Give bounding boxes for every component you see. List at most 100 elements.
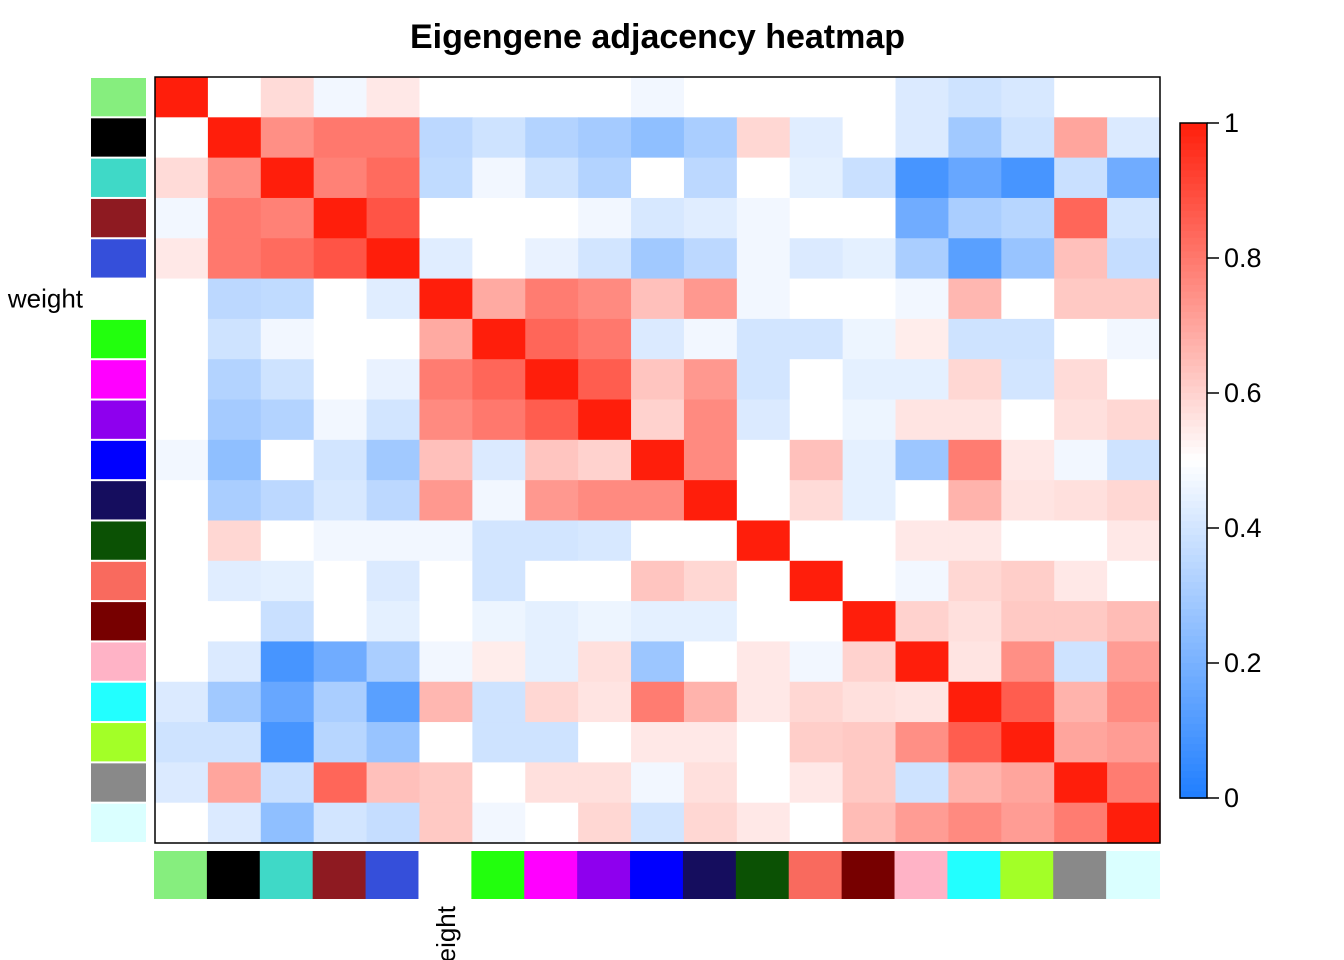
heatmap-cell [207,601,262,643]
colorbar-segment [1180,224,1207,232]
row-module-swatch [91,763,146,802]
heatmap-cell [1054,197,1108,239]
row-module-swatch [91,279,146,318]
colorbar-segment [1180,460,1207,469]
colorbar-segment [1180,723,1207,732]
heatmap-cell [472,641,526,683]
plot-border [154,76,1161,844]
heatmap-cell [948,399,1002,441]
heatmap-cell [313,157,368,199]
colorbar-segment [1180,406,1207,415]
heatmap-cell [683,399,738,441]
heatmap-cell [683,117,738,159]
heatmap-cell [155,601,209,643]
heatmap-cell [789,762,844,804]
colorbar-segment [1180,696,1207,705]
heatmap-cell [948,278,1002,320]
heatmap-cell [313,278,368,320]
colorbar-segment [1180,534,1207,543]
heatmap-cell [683,359,738,401]
colorbar-segment [1180,663,1207,671]
heatmap-cell [260,359,315,401]
heatmap-cell [1054,480,1108,522]
colorbar-tick-label: 0.4 [1224,513,1262,543]
heatmap-cell [1001,802,1055,844]
heatmap-cell [1107,77,1161,118]
heatmap-cell [948,480,1002,522]
heatmap-cell [736,802,791,844]
colorbar-segment [1180,555,1207,563]
colorbar-segment [1180,305,1207,313]
heatmap-cell [683,762,738,804]
heatmap-cell [1107,359,1161,401]
colorbar-segment [1180,190,1207,199]
heatmap-cell [525,157,579,199]
heatmap-cell [948,157,1002,199]
row-module-swatch [91,481,146,520]
heatmap-cell [683,601,738,643]
heatmap-cell [683,157,738,199]
heatmap-cell [736,681,791,723]
heatmap-cell [313,560,368,602]
heatmap-cell [472,520,526,562]
heatmap-cell [1001,601,1055,643]
heatmap-cell [631,197,685,239]
heatmap-cell [366,278,421,320]
heatmap-cell [419,681,473,723]
heatmap-cell [895,77,950,118]
heatmap-cell [366,520,421,562]
heatmap-cell [789,318,844,360]
heatmap-cell [736,480,791,522]
heatmap-cell [789,722,844,763]
colorbar-tick-label: 1 [1224,108,1239,138]
heatmap-cell [683,278,738,320]
heatmap-cell [789,560,844,602]
heatmap-cell [472,278,526,320]
heatmap-cell [948,117,1002,159]
heatmap-cell [948,802,1002,844]
heatmap-cell [578,197,632,239]
colorbar-segment [1180,150,1207,158]
heatmap-cell [419,117,473,159]
colorbar-tick-label: 0 [1224,783,1239,813]
heatmap-cell [948,722,1002,763]
heatmap-cell [366,439,421,481]
heatmap-cell [155,762,209,804]
heatmap-cell [260,802,315,844]
heatmap-cell [683,560,738,602]
heatmap-cell [472,439,526,481]
heatmap-cell [1107,802,1161,844]
heatmap-cell [736,238,791,280]
heatmap-cell [1001,480,1055,522]
row-module-swatch [91,561,146,601]
heatmap-cell [260,762,315,804]
heatmap-cell [419,762,473,804]
heatmap-cell [472,318,526,360]
heatmap-cell [366,359,421,401]
heatmap-cell [578,762,632,804]
heatmap-cell [525,278,579,320]
heatmap-cell [313,802,368,844]
heatmap-cell [736,399,791,441]
heatmap-cell [1107,278,1161,320]
heatmap-cell [313,722,368,763]
heatmap-cell [207,802,262,844]
heatmap-cell [578,238,632,280]
heatmap-cell [736,77,791,118]
colorbar-segment [1180,703,1207,712]
heatmap-cell [736,560,791,602]
colorbar-segment [1180,568,1207,577]
heatmap-cell [155,681,209,723]
row-module-swatch [91,642,146,681]
row-module-swatch [91,158,146,197]
heatmap-cell [948,520,1002,562]
heatmap-cell [1001,641,1055,683]
heatmap-cell [895,399,950,441]
heatmap-cell [1001,157,1055,199]
heatmap-cell [1054,439,1108,481]
heatmap-cell [789,278,844,320]
heatmap-cell [207,641,262,683]
heatmap-cell [842,601,897,643]
heatmap-cell [1001,318,1055,360]
heatmap-cell [525,480,579,522]
